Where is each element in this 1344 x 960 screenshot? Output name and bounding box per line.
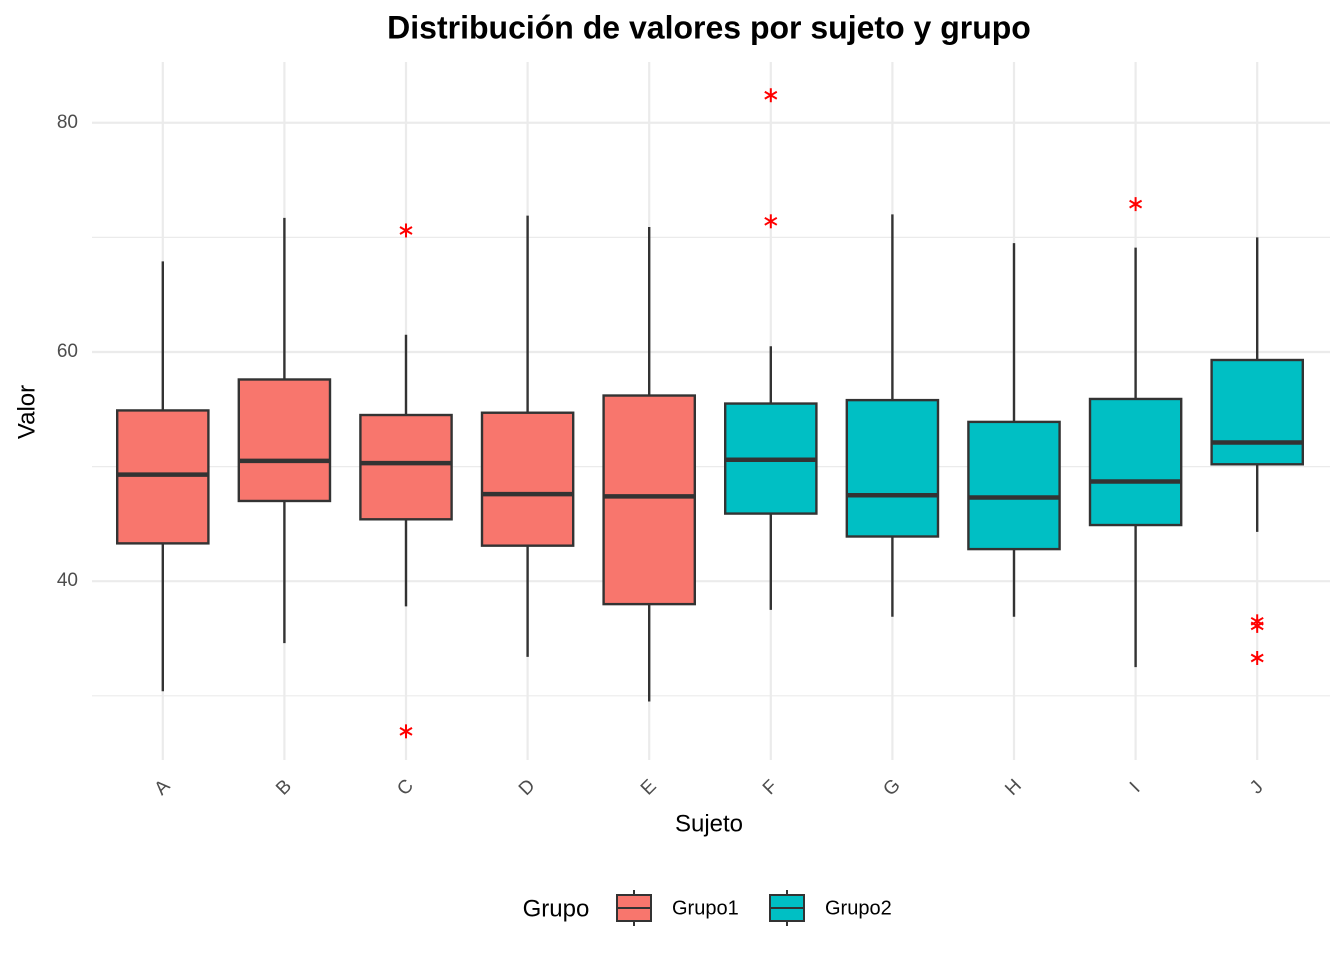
outlier-stroke bbox=[399, 726, 413, 736]
box bbox=[359, 413, 453, 521]
box bbox=[967, 420, 1061, 551]
outlier-stroke bbox=[1129, 199, 1143, 209]
outlier-stroke bbox=[764, 90, 778, 100]
outlier bbox=[764, 88, 778, 103]
outlier bbox=[399, 223, 413, 238]
outlier bbox=[1129, 197, 1143, 212]
x-tick-label: A bbox=[151, 776, 175, 800]
outlier bbox=[764, 214, 778, 229]
legend-label: Grupo2 bbox=[825, 897, 892, 919]
outlier bbox=[1250, 618, 1264, 633]
outlier bbox=[1250, 650, 1264, 665]
box bbox=[480, 411, 575, 547]
x-tick-label: C bbox=[393, 775, 418, 800]
x-tick-label: H bbox=[1001, 775, 1026, 800]
box bbox=[237, 378, 332, 503]
x-tick-label: F bbox=[759, 776, 782, 799]
x-tick-label: D bbox=[515, 775, 540, 800]
outlier-stroke bbox=[1250, 653, 1264, 663]
y-tick-label: 60 bbox=[57, 341, 78, 362]
x-tick-label: E bbox=[637, 776, 661, 800]
box bbox=[602, 394, 696, 606]
outlier-stroke bbox=[764, 216, 778, 226]
x-axis-title: Sujeto bbox=[675, 810, 743, 837]
legend-title: Grupo bbox=[523, 895, 590, 922]
legend-label: Grupo1 bbox=[672, 897, 739, 919]
box bbox=[115, 409, 210, 545]
y-tick-label: 40 bbox=[57, 570, 78, 591]
box bbox=[845, 398, 940, 538]
x-tick-label: J bbox=[1246, 777, 1268, 799]
chart-title: Distribución de valores por sujeto y gru… bbox=[387, 9, 1031, 45]
box bbox=[1088, 397, 1183, 527]
outlier-stroke bbox=[399, 226, 413, 235]
x-tick-label: B bbox=[272, 776, 296, 800]
outlier-stroke bbox=[1250, 621, 1264, 631]
y-axis-title: Valor bbox=[13, 385, 40, 439]
x-tick-label: G bbox=[879, 775, 904, 800]
y-tick-label: 80 bbox=[57, 112, 78, 133]
box bbox=[1210, 358, 1304, 466]
x-tick-label: I bbox=[1126, 778, 1145, 797]
outlier bbox=[399, 724, 413, 739]
